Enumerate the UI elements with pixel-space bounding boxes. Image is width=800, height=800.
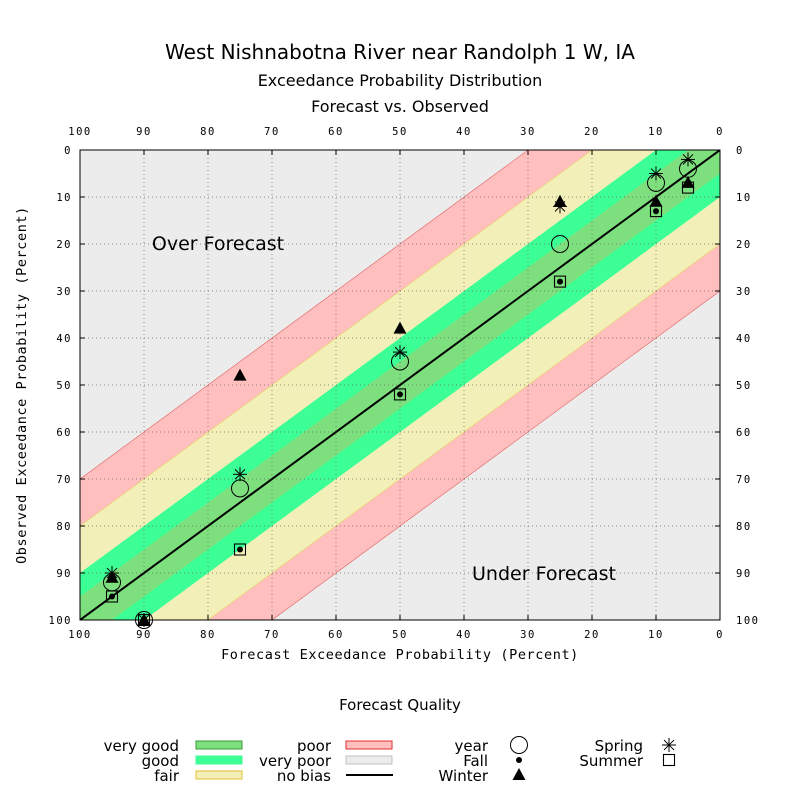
point-fall — [397, 391, 403, 398]
point-spring — [105, 566, 119, 580]
no-bias-line — [80, 150, 720, 620]
y-tick-label: 10 — [56, 192, 72, 204]
legend-marker-year — [510, 736, 528, 754]
over-forecast-annotation: Over Forecast — [152, 233, 284, 255]
legend-label-spring: Spring — [594, 737, 643, 755]
y-tick-label: 30 — [56, 286, 72, 298]
legend-swatch-very-good — [195, 740, 243, 750]
legend-label-very-poor: very poor — [259, 752, 331, 770]
point-fall — [653, 208, 659, 215]
y-tick-label-right: 50 — [736, 380, 752, 392]
chart-subtitle-1: Exceedance Probability Distribution — [257, 71, 543, 90]
y-tick-label-right: 90 — [736, 568, 752, 580]
x-tick-label-top: 100 — [68, 126, 91, 138]
x-tick-label-top: 70 — [264, 126, 280, 138]
y-tick-label-right: 10 — [736, 192, 752, 204]
point-summer — [681, 181, 695, 194]
y-tick-label-right: 0 — [736, 145, 744, 157]
legend-marker-summer — [662, 753, 676, 767]
x-tick-label-top: 0 — [716, 126, 724, 138]
legend-label-no-bias: no bias — [276, 767, 331, 785]
point-spring — [137, 613, 151, 627]
y-tick-label-right: 30 — [736, 286, 752, 298]
x-tick-label: 80 — [200, 629, 216, 641]
point-summer — [393, 388, 407, 401]
point-year — [551, 235, 569, 253]
x-tick-label: 30 — [520, 629, 536, 641]
x-axis-label: Forecast Exceedance Probability (Percent… — [221, 647, 579, 663]
point-summer — [105, 590, 119, 603]
y-tick-label: 50 — [56, 380, 72, 392]
legend-swatch-fair — [195, 770, 243, 780]
y-tick-label-right: 60 — [736, 427, 752, 439]
point-fall — [557, 278, 563, 285]
x-tick-label: 50 — [392, 629, 408, 641]
point-year — [135, 611, 153, 629]
point-fall — [237, 546, 243, 553]
legend-marker-winter — [512, 768, 526, 780]
x-tick-label: 40 — [456, 629, 472, 641]
x-tick-label-top: 90 — [136, 126, 152, 138]
x-tick-label-top: 40 — [456, 126, 472, 138]
legend-swatch-good — [195, 755, 243, 765]
x-tick-label: 70 — [264, 629, 280, 641]
legend-label-fair: fair — [154, 767, 179, 785]
point-spring — [649, 166, 663, 181]
point-summer — [553, 275, 567, 288]
legend-label-winter: Winter — [438, 767, 488, 785]
y-tick-label-right: 70 — [736, 474, 752, 486]
x-tick-label: 20 — [584, 629, 600, 641]
point-summer — [233, 543, 247, 556]
point-winter — [233, 368, 247, 381]
legend-label-good: good — [141, 752, 179, 770]
legend-label-summer: Summer — [579, 752, 643, 770]
y-tick-label: 70 — [56, 474, 72, 486]
legend-label-fall: Fall — [463, 752, 488, 770]
legend-marker-fall — [516, 757, 522, 763]
legend-title: Forecast Quality — [339, 696, 461, 714]
y-tick-label-right: 80 — [736, 521, 752, 533]
point-summer — [649, 205, 663, 218]
legend-marker-spring — [662, 738, 676, 752]
x-tick-label-top: 60 — [328, 126, 344, 138]
y-tick-label-right: 20 — [736, 239, 752, 251]
y-tick-label: 0 — [64, 145, 72, 157]
x-tick-label: 90 — [136, 629, 152, 641]
point-spring — [233, 467, 247, 482]
legend-label-poor: poor — [296, 737, 331, 755]
legend-label-year: year — [454, 737, 488, 755]
point-spring — [681, 152, 695, 167]
x-tick-label-top: 10 — [648, 126, 664, 138]
point-winter — [393, 321, 407, 334]
x-tick-label: 0 — [716, 629, 724, 641]
x-tick-label-top: 20 — [584, 126, 600, 138]
legend-swatch-very-poor — [345, 755, 393, 765]
x-tick-label: 100 — [68, 629, 91, 641]
x-tick-label: 10 — [648, 629, 664, 641]
y-axis-label: Observed Exceedance Probability (Percent… — [14, 206, 30, 564]
y-tick-label-right: 100 — [736, 615, 759, 627]
y-tick-label: 40 — [56, 333, 72, 345]
x-tick-label: 60 — [328, 629, 344, 641]
point-spring — [553, 199, 567, 214]
point-summer — [137, 613, 151, 627]
point-spring — [393, 345, 407, 360]
y-tick-label: 20 — [56, 239, 72, 251]
x-tick-label-top: 50 — [392, 126, 408, 138]
chart-title: West Nishnabotna River near Randolph 1 W… — [165, 40, 635, 64]
y-tick-label: 90 — [56, 568, 72, 580]
y-tick-label: 100 — [49, 615, 72, 627]
x-tick-label-top: 30 — [520, 126, 536, 138]
y-tick-label: 60 — [56, 427, 72, 439]
chart-subtitle-2: Forecast vs. Observed — [311, 97, 489, 116]
x-tick-label-top: 80 — [200, 126, 216, 138]
legend-swatch-poor — [345, 740, 393, 750]
legend-label-very-good: very good — [103, 737, 179, 755]
y-tick-label-right: 40 — [736, 333, 752, 345]
point-winter — [649, 194, 663, 207]
y-tick-label: 80 — [56, 521, 72, 533]
point-fall — [109, 593, 115, 600]
under-forecast-annotation: Under Forecast — [472, 563, 616, 585]
